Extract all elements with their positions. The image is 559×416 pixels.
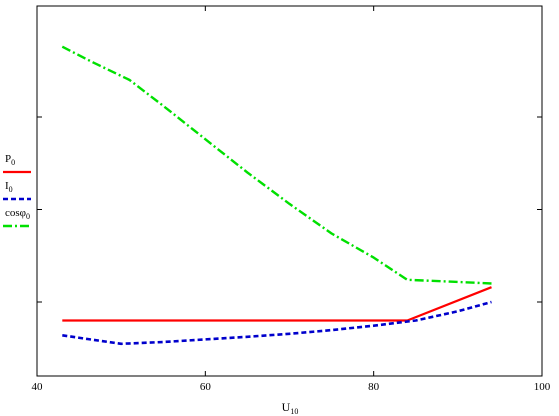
legend: P0 I0 cosφ0 [3,153,31,228]
series-line-2 [61,45,492,285]
x-tick-label-1: 60 [200,381,212,393]
legend-label-1: I0 [5,180,13,194]
plot-border [36,5,543,377]
series-line-1 [62,300,492,346]
x-tick-label-3: 100 [534,381,551,393]
legend-label-0: P0 [5,153,15,167]
x-tick-label-2: 80 [368,381,380,393]
legend-label-2: cosφ0 [5,207,30,221]
series-line-0 [62,286,492,322]
series-lines [61,45,492,346]
y-ticks [37,116,542,303]
plot-frame [36,5,543,377]
x-ticks: 40 60 80 100 [32,6,551,393]
x-axis-label: U10 [282,400,299,416]
x-tick-label-0: 40 [32,381,44,393]
